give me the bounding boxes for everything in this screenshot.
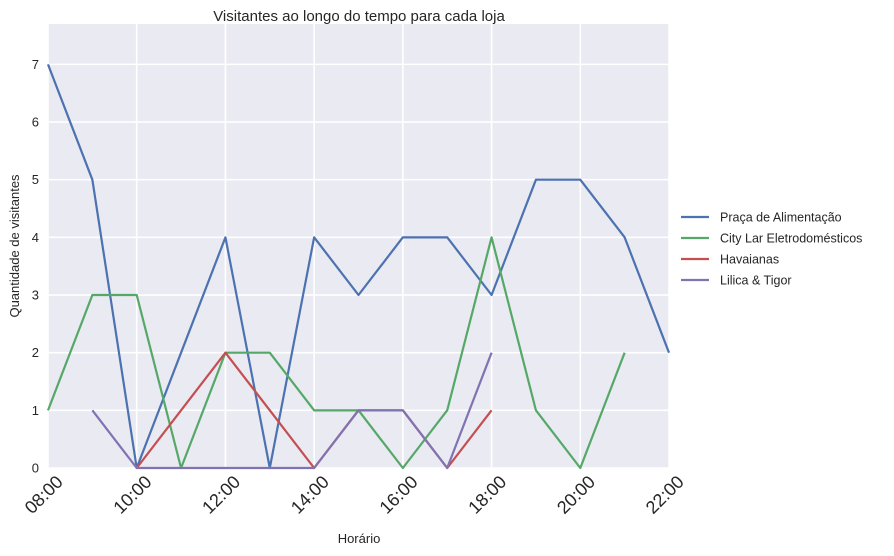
y-tick-label: 3 <box>32 288 39 303</box>
x-tick-label: 12:00 <box>198 472 244 518</box>
x-tick-label: 08:00 <box>21 472 67 518</box>
chart-title: Visitantes ao longo do tempo para cada l… <box>213 8 505 25</box>
legend: Praça de Alimentação City Lar Eletrodomés… <box>681 211 862 288</box>
legend-label: Praça de Alimentação <box>720 211 842 225</box>
legend-label: Havaianas <box>720 253 779 267</box>
x-tick-labels: 08:00 10:00 12:00 14:00 16:00 18:00 20:00 22:00 <box>21 472 688 518</box>
legend-label: City Lar Eletrodomésticos <box>720 232 862 246</box>
y-tick-labels: 0 1 2 3 4 5 6 7 <box>32 57 39 476</box>
plot-background <box>48 24 669 468</box>
y-tick-label: 5 <box>32 172 39 187</box>
y-tick-label: 2 <box>32 345 39 360</box>
x-tick-label: 20:00 <box>553 472 599 518</box>
x-tick-label: 22:00 <box>642 472 688 518</box>
series-line <box>91 352 493 470</box>
legend-label: Lilica & Tigor <box>720 274 792 288</box>
x-tick-label: 14:00 <box>287 472 333 518</box>
x-axis-label: Horário <box>338 531 381 546</box>
x-tick-label: 16:00 <box>376 472 422 518</box>
y-tick-label: 7 <box>32 57 39 72</box>
y-tick-label: 6 <box>32 115 39 130</box>
y-axis-label: Quantidade de visitantes <box>7 174 22 318</box>
x-tick-label: 10:00 <box>109 472 155 518</box>
y-tick-label: 4 <box>32 230 39 245</box>
y-tick-label: 0 <box>32 461 39 476</box>
x-tick-label: 18:00 <box>464 472 510 518</box>
series-line <box>46 236 626 470</box>
series-line <box>46 63 671 470</box>
series-lines <box>46 63 671 470</box>
grid <box>47 24 670 469</box>
y-tick-label: 1 <box>32 403 39 418</box>
